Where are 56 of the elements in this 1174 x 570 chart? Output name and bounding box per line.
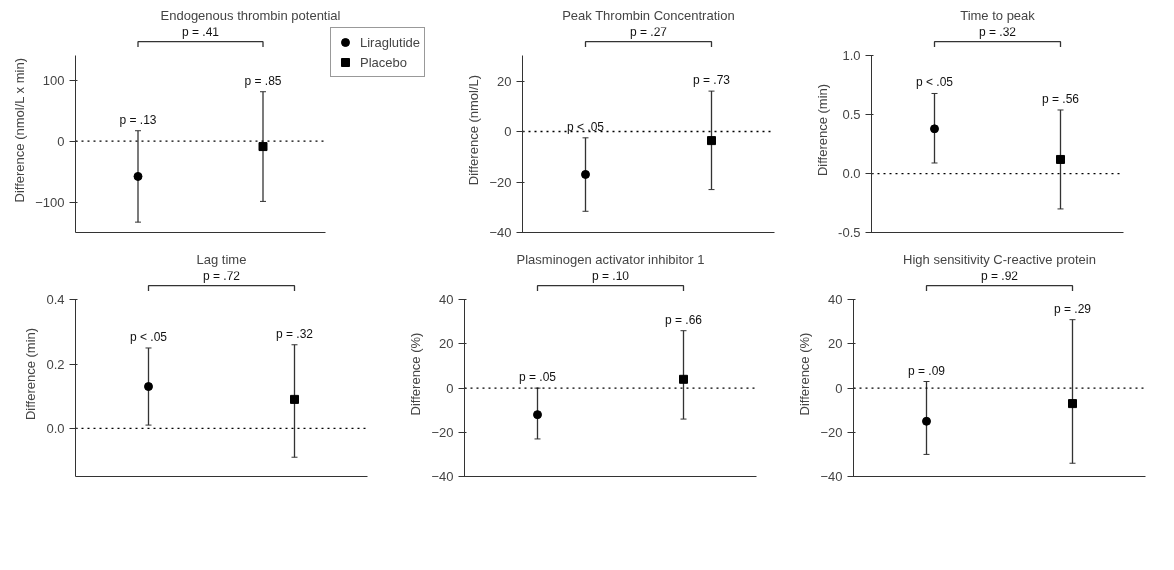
text: p = .10 <box>591 268 630 283</box>
y-tick-label: 0 <box>504 124 512 140</box>
y-tick-label: −100 <box>35 194 65 210</box>
y-tick-label: 20 <box>439 336 454 352</box>
y-tick-label: 40 <box>828 292 843 308</box>
y-tick-label: −40 <box>820 469 843 484</box>
annotation: p = .29 <box>1053 301 1092 316</box>
annotation: p = .13 <box>119 112 157 127</box>
annotation: p = .32 <box>275 326 314 341</box>
y-tick-label: 0.4 <box>46 292 65 308</box>
y-tick-label: 1.0 <box>842 48 861 64</box>
y-axis-title: Difference (min) <box>23 327 39 421</box>
annotation: p < .05 <box>915 75 954 90</box>
y-tick-label: 0 <box>446 380 454 396</box>
y-tick-label: −40 <box>431 469 454 484</box>
y-tick-label: −20 <box>431 424 454 440</box>
chart-title: Plasminogen activator inhibitor 1 <box>516 251 705 267</box>
y-tick-label: 20 <box>497 73 512 89</box>
chart-title: Lag time <box>196 251 247 267</box>
y-tick-label: −40 <box>489 225 512 240</box>
y-tick-label: 0.0 <box>842 166 861 182</box>
y-tick-label: −20 <box>489 174 512 190</box>
y-tick-label: 0 <box>57 133 65 149</box>
y-tick-label: 0.5 <box>842 107 861 123</box>
text: p = .27 <box>629 24 668 39</box>
chart-title: High sensitivity C-reactive protein <box>903 251 1096 267</box>
text: p = .72 <box>202 268 241 283</box>
y-tick-label: -0.5 <box>838 225 861 240</box>
annotation: p = .66 <box>664 312 703 327</box>
y-tick-label: 0 <box>835 380 843 396</box>
y-tick-label: 0.2 <box>46 356 65 372</box>
annotation: p = .05 <box>518 370 557 385</box>
text: p = .92 <box>980 268 1019 283</box>
annotation: p < .05 <box>566 119 605 134</box>
legend-label: Placebo <box>360 54 407 70</box>
y-axis-title: Difference (nmol/L) <box>466 74 482 186</box>
y-axis-title: Difference (%) <box>408 332 424 416</box>
chart-title: Time to peak <box>960 7 1036 23</box>
annotation: p < .05 <box>129 329 168 344</box>
y-tick-label: −20 <box>820 424 843 440</box>
y-tick-label: 100 <box>42 72 65 88</box>
chart-title: Peak Thrombin Concentration <box>562 7 735 23</box>
y-axis-title: Difference (%) <box>797 332 813 416</box>
y-axis-title: Difference (nmol/L x min) <box>12 57 28 203</box>
chart-title: Endogenous thrombin potential <box>160 7 341 23</box>
annotation: p = .73 <box>692 73 731 88</box>
text: p = .32 <box>978 24 1017 39</box>
annotation: p = .85 <box>244 73 282 88</box>
annotation: p = .56 <box>1041 91 1080 106</box>
y-axis-title: Difference (min) <box>815 83 831 177</box>
annotation: p = .09 <box>907 363 946 378</box>
y-tick-label: 40 <box>439 292 454 308</box>
y-tick-label: 0.0 <box>46 420 65 436</box>
text: p = .41 <box>181 24 220 39</box>
legend-label: Liraglutide <box>360 34 420 50</box>
y-tick-label: 20 <box>828 336 843 352</box>
